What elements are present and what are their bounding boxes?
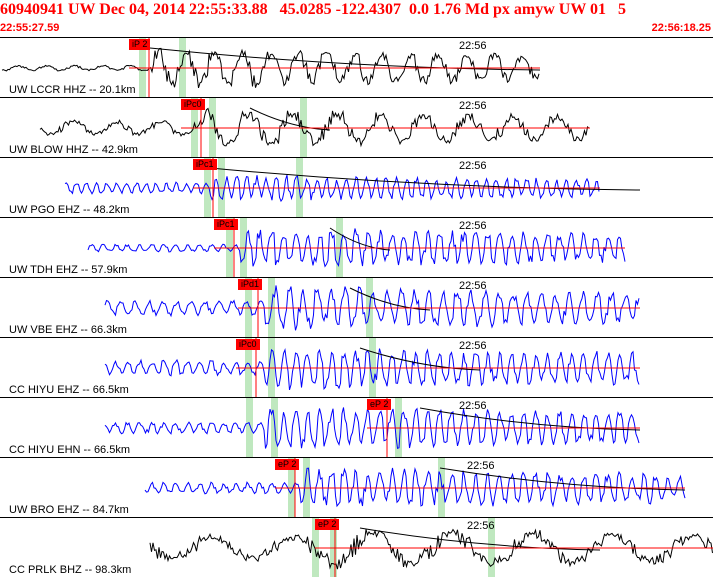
waveform-trace [64, 174, 600, 203]
trace-panel: 22:56 eP 2 UW BRO EHZ -- 84.7km [0, 457, 713, 517]
waveform-trace [149, 528, 713, 570]
phase-window [246, 398, 253, 457]
trace-panel: 22:56 eP 2 CC HIYU EHN -- 66.5km [0, 397, 713, 457]
window-end-time: 22:56:18.25 [651, 22, 711, 34]
channel-label: UW PGO EHZ -- 48.2km [9, 204, 130, 216]
phase-pick-label[interactable]: eP 2 [275, 459, 300, 470]
waveform-trace [1, 47, 540, 89]
phase-pick-label[interactable]: iPc0 [236, 339, 260, 350]
coda-decay-line [329, 227, 391, 251]
minute-tick-label: 22:56 [459, 100, 487, 112]
phase-pick-label[interactable]: eP 2 [315, 519, 340, 530]
channel-label: CC PRLK BHZ -- 98.3km [9, 564, 132, 576]
waveform-trace [87, 228, 626, 268]
channel-label: UW VBE EHZ -- 66.3km [9, 324, 127, 336]
coda-decay-line [359, 527, 601, 551]
channel-label: UW LCCR HHZ -- 20.1km [9, 84, 136, 96]
channel-label: CC HIYU EHZ -- 66.5km [9, 384, 129, 396]
coda-decay-line [249, 107, 331, 131]
minute-tick-label: 22:56 [459, 400, 487, 412]
minute-tick-label: 22:56 [459, 40, 487, 52]
phase-pick-label[interactable]: iPc1 [193, 159, 217, 170]
trace-panel: 22:56 iPc1 UW PGO EHZ -- 48.2km [0, 157, 713, 217]
coda-decay-line [419, 407, 641, 431]
channel-label: UW BLOW HHZ -- 42.9km [9, 144, 138, 156]
phase-pick-label[interactable]: eP 2 [367, 399, 392, 410]
channel-label: CC HIYU EHN -- 66.5km [9, 444, 131, 456]
waveform-trace [144, 467, 686, 508]
trace-panel: 22:56 eP 2 CC PRLK BHZ -- 98.3km [0, 517, 713, 577]
minute-tick-label: 22:56 [467, 520, 495, 532]
coda-decay-line [359, 347, 481, 371]
minute-tick-label: 22:56 [459, 280, 487, 292]
trace-panel: 22:56 iP 2 UW LCCR HHZ -- 20.1km [0, 37, 713, 97]
phase-pick-label[interactable]: iPc1 [214, 219, 238, 230]
seismogram [1, 38, 541, 97]
minute-tick-label: 22:56 [467, 460, 495, 472]
coda-decay-line [439, 467, 686, 491]
channel-label: UW TDH EHZ -- 57.9km [9, 264, 128, 276]
seismogram [104, 338, 640, 397]
minute-tick-label: 22:56 [459, 340, 487, 352]
seismogram [149, 518, 713, 577]
header-bar: 60940941 UW Dec 04, 2014 22:55:33.88 45.… [0, 0, 713, 35]
trace-panel: 22:56 iPc1 UW TDH EHZ -- 57.9km [0, 217, 713, 277]
minute-tick-label: 22:56 [459, 220, 487, 232]
coda-decay-line [209, 167, 641, 191]
waveform-trace [104, 285, 640, 331]
seismogram [39, 98, 590, 157]
window-start-time: 22:55:27.59 [0, 22, 60, 34]
seismogram [104, 278, 640, 337]
trace-panel: 22:56 iPc0 CC HIYU EHZ -- 66.5km [0, 337, 713, 397]
coda-decay-line [349, 287, 431, 311]
trace-panel: 22:56 iPd1 UW VBE EHZ -- 66.3km [0, 277, 713, 337]
seismogram [87, 218, 626, 277]
minute-tick-label: 22:56 [459, 160, 487, 172]
event-title: 60940941 UW Dec 04, 2014 22:55:33.88 45.… [0, 1, 627, 18]
phase-pick-label[interactable]: iP 2 [129, 39, 151, 50]
channel-label: UW BRO EHZ -- 84.7km [9, 504, 129, 516]
waveform-trace [39, 107, 590, 148]
phase-pick-label[interactable]: iPd1 [238, 279, 263, 290]
seismogram [144, 458, 686, 517]
waveform-trace [104, 406, 640, 450]
coda-decay-line [149, 47, 541, 71]
waveform-trace [104, 348, 640, 391]
seismogram [64, 158, 641, 217]
seismogram [104, 398, 641, 457]
phase-pick-label[interactable]: iPc0 [181, 99, 205, 110]
trace-panel: 22:56 iPc0 UW BLOW HHZ -- 42.9km [0, 97, 713, 157]
